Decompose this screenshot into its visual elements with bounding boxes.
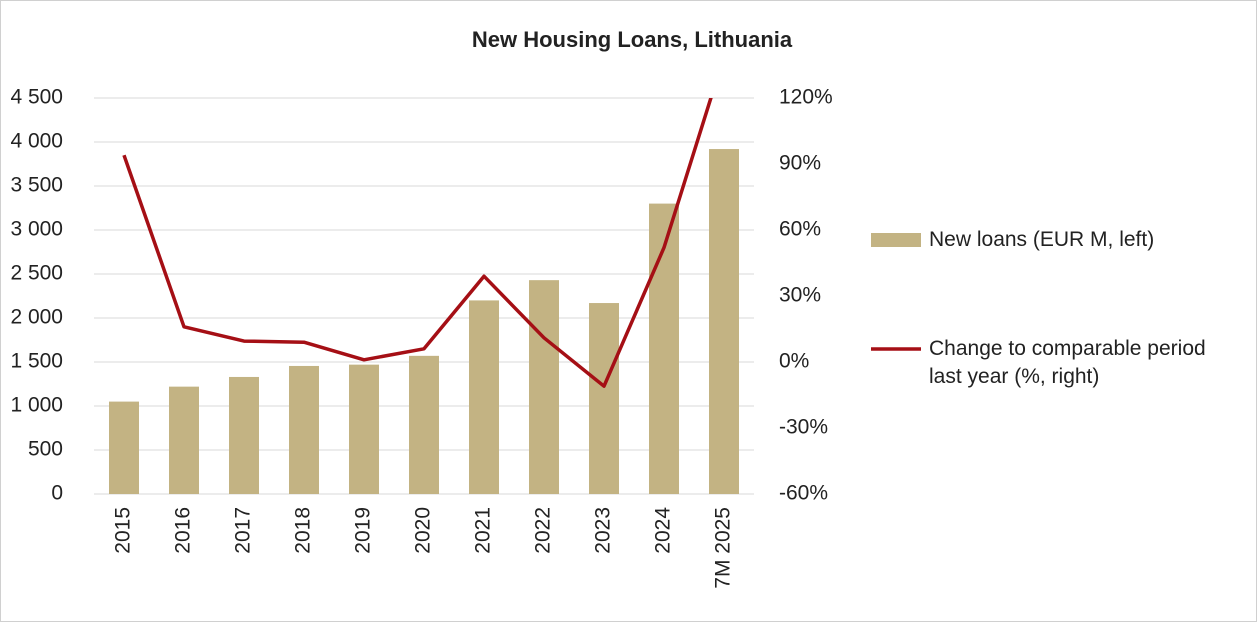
y-tick-label: 2 500 xyxy=(10,262,63,285)
x-tick-label: 2017 xyxy=(232,507,255,554)
x-tick-label: 2016 xyxy=(172,507,195,554)
y-tick-label: 4 000 xyxy=(10,130,63,153)
x-tick-label: 2020 xyxy=(412,507,435,554)
y2-tick-label: 0% xyxy=(779,350,809,373)
y-tick-label: 4 500 xyxy=(10,86,63,109)
y-tick-label: 3 000 xyxy=(10,218,63,241)
x-tick-label: 2022 xyxy=(532,507,555,554)
y-tick-label: 500 xyxy=(28,438,63,461)
bar xyxy=(529,280,559,494)
y-tick-label: 2 000 xyxy=(10,306,63,329)
x-tick-label: 2019 xyxy=(352,507,375,554)
x-tick-label: 2018 xyxy=(292,507,315,554)
legend-swatch xyxy=(871,233,921,247)
bar xyxy=(109,401,139,494)
legend-label: Change to comparable period last year (%… xyxy=(929,337,1206,388)
x-tick-label: 7M 2025 xyxy=(712,507,735,589)
x-tick-label: 2023 xyxy=(592,507,615,554)
bar xyxy=(469,300,499,494)
bar xyxy=(349,364,379,494)
y2-tick-label: 60% xyxy=(779,218,821,241)
bar xyxy=(709,149,739,495)
bar xyxy=(409,355,439,494)
chart-title: New Housing Loans, Lithuania xyxy=(472,27,793,52)
y-tick-label: 0 xyxy=(51,482,63,505)
bar xyxy=(229,376,259,494)
y-tick-label: 3 500 xyxy=(10,174,63,197)
bar xyxy=(589,303,619,494)
bar xyxy=(289,365,319,494)
y2-tick-label: 90% xyxy=(779,152,821,175)
y2-tick-label: -30% xyxy=(779,416,828,439)
line xyxy=(122,98,713,388)
y2-tick-label: 30% xyxy=(779,284,821,307)
y2-tick-label: -60% xyxy=(779,482,828,505)
legend-label: New loans (EUR M, left) xyxy=(929,228,1155,251)
bar xyxy=(169,386,199,494)
y-tick-label: 1 500 xyxy=(10,350,63,373)
y-tick-label: 1 000 xyxy=(10,394,63,417)
x-tick-label: 2015 xyxy=(112,507,135,554)
y2-tick-label: 120% xyxy=(779,86,833,109)
x-tick-label: 2024 xyxy=(652,507,675,554)
x-tick-label: 2021 xyxy=(472,507,495,554)
